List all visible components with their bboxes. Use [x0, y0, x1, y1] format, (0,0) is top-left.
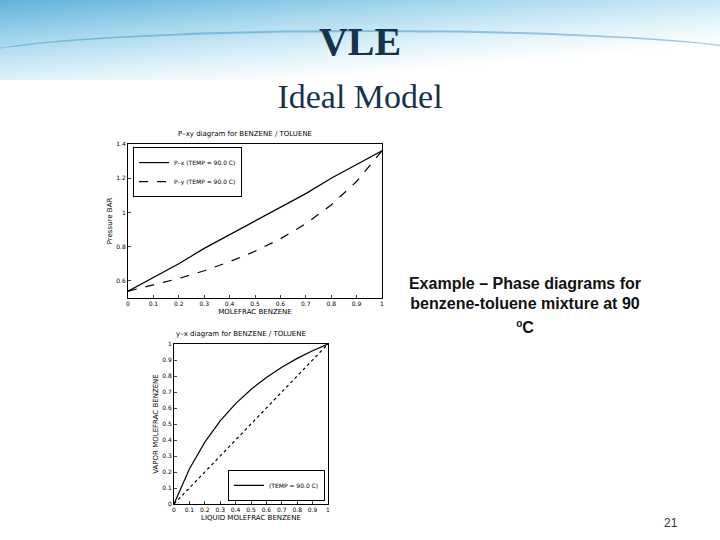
svg-text:0.2: 0.2 [174, 300, 184, 307]
svg-text:1: 1 [326, 506, 330, 513]
svg-text:0.1: 0.1 [162, 484, 172, 491]
svg-text:VAPOR MOLEFRAC BENZENE: VAPOR MOLEFRAC BENZENE [152, 374, 160, 474]
svg-text:LIQUID MOLEFRAC BENZENE: LIQUID MOLEFRAC BENZENE [201, 514, 301, 522]
svg-text:0: 0 [168, 500, 172, 507]
svg-text:0: 0 [126, 300, 130, 307]
svg-text:0.9: 0.9 [162, 356, 172, 363]
svg-text:0.1: 0.1 [185, 506, 195, 513]
svg-text:0: 0 [172, 506, 176, 513]
svg-text:0.5: 0.5 [246, 506, 256, 513]
svg-text:0.4: 0.4 [225, 300, 235, 307]
svg-text:0.5: 0.5 [162, 420, 172, 427]
svg-text:0.7: 0.7 [277, 506, 287, 513]
svg-text:0.2: 0.2 [200, 506, 210, 513]
svg-text:0.8: 0.8 [162, 372, 172, 379]
svg-text:0.3: 0.3 [199, 300, 209, 307]
svg-text:0.3: 0.3 [215, 506, 225, 513]
svg-text:1: 1 [168, 340, 172, 347]
svg-text:1: 1 [380, 300, 384, 307]
svg-text:y–x diagram for BENZENE / TOLU: y–x diagram for BENZENE / TOLUENE [176, 330, 306, 338]
svg-text:0.8: 0.8 [116, 243, 126, 250]
svg-text:0.6: 0.6 [262, 506, 272, 513]
svg-text:P–xy diagram for BENZENE / TOL: P–xy diagram for BENZENE / TOLUENE [178, 130, 312, 138]
svg-text:0.6: 0.6 [276, 300, 286, 307]
svg-text:0.3: 0.3 [162, 452, 172, 459]
html-text:oC: oC [516, 318, 534, 337]
html-text:Example – Phase diagrams for b: Example – Phase diagrams for benzene-tol… [408, 275, 641, 312]
svg-text:MOLEFRAC BENZENE: MOLEFRAC BENZENE [218, 308, 292, 316]
svg-text:0.1: 0.1 [149, 300, 159, 307]
svg-text:0.8: 0.8 [326, 300, 336, 307]
html-text:21: 21 [664, 516, 678, 530]
svg-text:1.2: 1.2 [116, 174, 126, 181]
html-text:Ideal Model: Ideal Model [277, 78, 443, 115]
svg-text:0.9: 0.9 [352, 300, 362, 307]
svg-text:P–x (TEMP = 90.0 C): P–x (TEMP = 90.0 C) [174, 159, 235, 166]
svg-text:0.6: 0.6 [116, 277, 126, 284]
svg-text:0.4: 0.4 [231, 506, 241, 513]
svg-text:0.7: 0.7 [162, 388, 172, 395]
svg-text:0.8: 0.8 [292, 506, 302, 513]
html-text:VLE: VLE [318, 19, 402, 64]
svg-text:0.4: 0.4 [162, 436, 172, 443]
svg-text:0.9: 0.9 [308, 506, 318, 513]
svg-text:(TEMP = 90.0 C): (TEMP = 90.0 C) [269, 482, 318, 489]
svg-text:P–y (TEMP = 90.0 C): P–y (TEMP = 90.0 C) [174, 178, 235, 186]
svg-text:1: 1 [122, 209, 126, 216]
svg-text:0.5: 0.5 [250, 300, 260, 307]
svg-text:0.6: 0.6 [162, 404, 172, 411]
svg-text:0.2: 0.2 [162, 468, 172, 475]
svg-text:0.7: 0.7 [301, 300, 311, 307]
svg-text:Pressure BAR: Pressure BAR [106, 198, 114, 245]
svg-text:1.4: 1.4 [116, 140, 126, 147]
